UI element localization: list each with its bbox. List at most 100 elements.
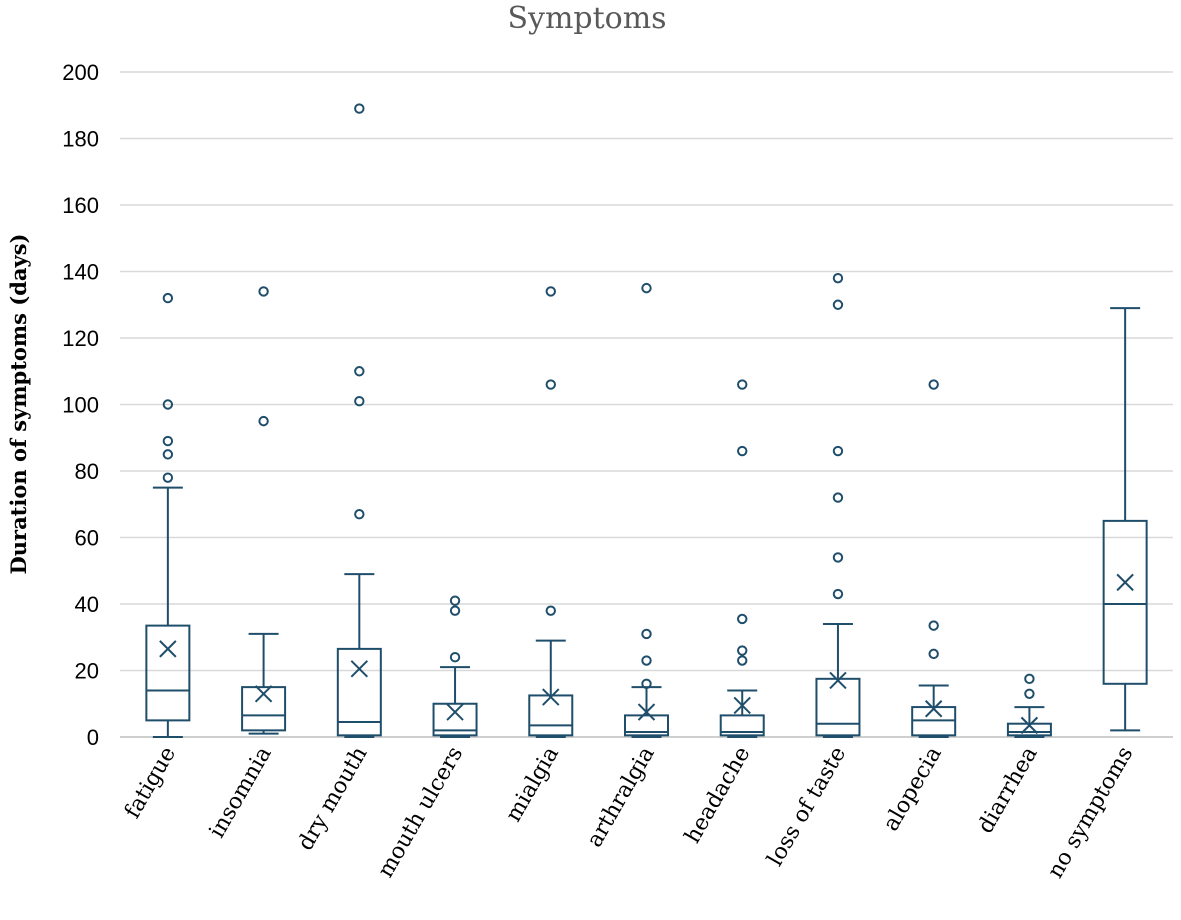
outlier-point	[641, 678, 652, 689]
box-arthralgia	[624, 282, 669, 738]
outlier-point	[545, 286, 556, 297]
outlier-point	[162, 292, 174, 304]
y-tick-label: 40	[75, 592, 99, 617]
box-alopecia	[911, 379, 957, 738]
mean-marker-stroke	[254, 685, 273, 703]
y-tick-label: 140	[62, 260, 99, 285]
x-tick-label: headache	[680, 743, 755, 848]
outlier-point	[737, 613, 748, 625]
y-axis-ticks: 0 20 40 60 80 100 120 140 160 180 200	[62, 60, 99, 750]
box-iqr	[241, 686, 287, 732]
outlier-point	[832, 492, 844, 503]
mean-marker-stroke	[924, 700, 943, 718]
outlier-point	[449, 605, 461, 616]
x-tick-label: dry mouth	[293, 743, 372, 855]
mean-marker	[159, 640, 177, 658]
box-iqr	[1102, 519, 1148, 685]
mean-marker-stroke	[1020, 716, 1039, 735]
box-iqr	[815, 677, 861, 737]
mean-marker	[254, 685, 273, 703]
chart-title: Symptoms	[507, 1, 666, 36]
outlier-point	[1024, 688, 1035, 699]
mean-marker-stroke	[350, 660, 369, 678]
mean-marker	[446, 703, 464, 721]
x-tick-label: insomnia	[205, 743, 277, 843]
outlier-point	[832, 588, 844, 600]
mean-marker-stroke	[542, 688, 560, 706]
outlier-point	[737, 445, 748, 457]
y-tick-label: 20	[75, 659, 99, 684]
mean-marker-stroke	[159, 640, 177, 658]
outlier-point	[162, 399, 174, 410]
y-tick-label: 160	[62, 193, 99, 218]
mean-marker-stroke	[733, 696, 751, 715]
outlier-point	[449, 595, 461, 606]
box-series	[145, 103, 1148, 738]
box-insomnia	[241, 286, 287, 735]
grid-lines	[120, 71, 1173, 738]
mean-marker	[637, 703, 656, 721]
outlier-point	[737, 645, 748, 656]
box-iqr	[528, 694, 574, 737]
outlier-point	[832, 552, 844, 563]
mean-marker	[924, 700, 943, 718]
box-iqr	[624, 714, 669, 737]
mean-marker	[350, 660, 369, 678]
box-fatigue	[145, 292, 191, 738]
x-tick-label: loss of taste	[763, 743, 851, 871]
mean-marker-stroke	[637, 703, 656, 721]
outlier-point	[354, 103, 365, 114]
mean-marker	[542, 688, 560, 706]
outlier-point	[641, 282, 652, 294]
x-tick-label: diarrhea	[973, 743, 1042, 838]
box-iqr	[145, 624, 191, 722]
outlier-point	[832, 445, 844, 457]
outlier-point	[832, 272, 844, 284]
box-no-symptoms	[1102, 307, 1148, 732]
mean-marker	[1116, 573, 1134, 592]
box-iqr	[432, 702, 478, 737]
outlier-point	[258, 415, 269, 427]
x-tick-label: fatigue	[120, 743, 181, 823]
box-diarrhea	[1006, 673, 1052, 738]
y-tick-label: 60	[75, 526, 99, 551]
box-iqr	[1006, 722, 1052, 737]
outlier-point	[162, 472, 174, 483]
x-tick-label: no symptoms	[1043, 743, 1138, 883]
outlier-point	[1024, 673, 1035, 685]
outlier-point	[832, 299, 844, 310]
y-axis-label: Duration of symptoms (days)	[6, 234, 31, 575]
outlier-point	[354, 395, 365, 407]
box-dry-mouth	[336, 103, 382, 738]
outlier-point	[162, 449, 174, 460]
mean-marker-stroke	[446, 703, 464, 721]
outlier-point	[928, 379, 939, 390]
x-tick-label: mouth ulcers	[373, 743, 468, 882]
mean-marker	[829, 671, 847, 690]
outlier-point	[162, 435, 174, 447]
outlier-point	[641, 655, 652, 666]
y-tick-label: 200	[62, 60, 99, 85]
x-tick-label: arthralgia	[582, 743, 659, 852]
x-tick-label: mialgia	[501, 743, 564, 827]
y-tick-label: 120	[62, 326, 99, 351]
outlier-point	[545, 379, 556, 390]
x-axis-ticks: fatigue insomnia dry mouth mouth ulcers mial…	[120, 743, 1138, 883]
outlier-point	[737, 379, 748, 390]
y-tick-label: 80	[75, 459, 99, 484]
box-mialgia	[528, 286, 574, 738]
outlier-point	[928, 620, 939, 631]
y-tick-label: 0	[87, 725, 99, 750]
outlier-point	[258, 286, 269, 297]
outlier-point	[354, 509, 365, 520]
mean-marker	[1020, 716, 1039, 735]
mean-marker	[733, 696, 751, 715]
y-tick-label: 100	[62, 393, 99, 418]
x-tick-label: alopecia	[879, 743, 947, 836]
mean-marker-stroke	[1116, 573, 1134, 592]
box-loss-of-taste	[815, 272, 861, 738]
box-iqr	[719, 714, 765, 737]
outlier-point	[449, 652, 461, 663]
box-headache	[719, 379, 765, 738]
